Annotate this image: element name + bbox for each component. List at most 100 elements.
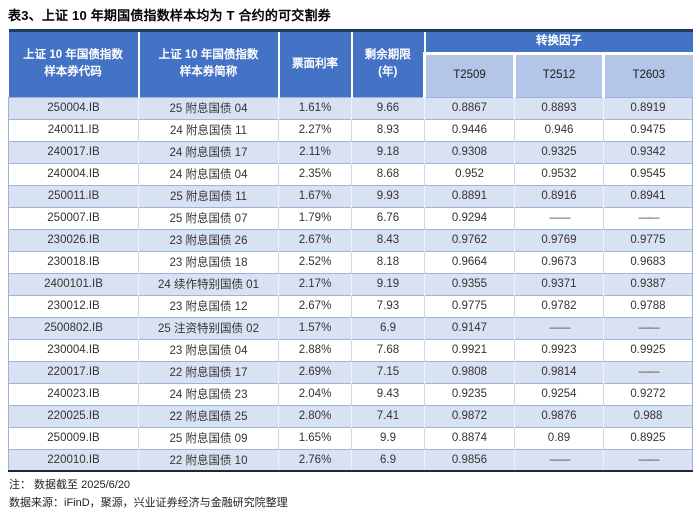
cell-cf-t2603: 0.9775 [603, 228, 693, 252]
cell-cf-t2509: 0.8891 [424, 184, 515, 208]
cell-cf-t2509: 0.9308 [424, 140, 515, 164]
cell-sample-code: 2400101.IB [8, 272, 139, 296]
cell-sample-code: 230026.IB [8, 228, 139, 252]
cell-remaining-maturity: 7.68 [351, 338, 425, 362]
cell-cf-t2603: 0.9545 [603, 162, 693, 186]
cell-cf-t2512: 0.9532 [514, 162, 604, 186]
cell-cf-t2509: 0.9856 [424, 448, 515, 472]
cell-sample-name: 22 附息国债 17 [138, 360, 279, 384]
cell-sample-name: 25 附息国债 04 [138, 96, 279, 120]
cell-cf-t2512: 0.9769 [514, 228, 604, 252]
cell-cf-t2603: 0.8919 [603, 96, 693, 120]
cell-sample-code: 240023.IB [8, 382, 139, 406]
cell-sample-name: 24 附息国债 17 [138, 140, 279, 164]
cell-cf-t2512: 0.9814 [514, 360, 604, 384]
cell-sample-name: 25 附息国债 09 [138, 426, 279, 450]
col-header-t2512: T2512 [513, 51, 604, 98]
cell-sample-name: 24 附息国债 11 [138, 118, 279, 142]
cell-cf-t2509: 0.9664 [424, 250, 515, 274]
cell-coupon-rate: 2.69% [278, 360, 352, 384]
cell-coupon-rate: 2.27% [278, 118, 352, 142]
table-row: 240017.IB 24 附息国债 17 2.11% 9.18 0.9308 0… [8, 140, 693, 164]
cell-sample-code: 240011.IB [8, 118, 139, 142]
cell-cf-t2512: 0.8916 [514, 184, 604, 208]
table-row: 2400101.IB 24 续作特别国债 01 2.17% 9.19 0.935… [8, 272, 693, 296]
cell-cf-t2512: —— [514, 448, 604, 472]
cell-coupon-rate: 1.61% [278, 96, 352, 120]
col-header-remaining-maturity: 剩余期限 (年) [350, 30, 425, 98]
table-row: 250007.IB 25 附息国债 07 1.79% 6.76 0.9294 —… [8, 206, 693, 230]
cell-remaining-maturity: 8.18 [351, 250, 425, 274]
cell-sample-name: 25 附息国债 07 [138, 206, 279, 230]
cell-sample-code: 240004.IB [8, 162, 139, 186]
cell-cf-t2603: 0.8925 [603, 426, 693, 450]
cell-remaining-maturity: 9.66 [351, 96, 425, 120]
cell-cf-t2512: —— [514, 316, 604, 340]
cell-sample-code: 220025.IB [8, 404, 139, 428]
table-row: 220010.IB 22 附息国债 10 2.76% 6.9 0.9856 ——… [8, 448, 693, 472]
table-row: 2500802.IB 25 注资特别国债 02 1.57% 6.9 0.9147… [8, 316, 693, 340]
cell-sample-name: 22 附息国债 25 [138, 404, 279, 428]
cell-remaining-maturity: 8.68 [351, 162, 425, 186]
report-figure: 表3、上证 10 年期国债指数样本均为 T 合约的可交割券 上证 10 年国债指… [8, 5, 693, 513]
cell-sample-code: 250004.IB [8, 96, 139, 120]
table-row: 220017.IB 22 附息国债 17 2.69% 7.15 0.9808 0… [8, 360, 693, 384]
cell-cf-t2509: 0.9446 [424, 118, 515, 142]
cell-cf-t2603: —— [603, 316, 693, 340]
cell-coupon-rate: 2.04% [278, 382, 352, 406]
cell-cf-t2603: 0.9272 [603, 382, 693, 406]
cell-cf-t2509: 0.9762 [424, 228, 515, 252]
cell-cf-t2509: 0.9294 [424, 206, 515, 230]
cell-cf-t2512: 0.946 [514, 118, 604, 142]
cell-sample-name: 24 附息国债 23 [138, 382, 279, 406]
cell-cf-t2512: 0.9325 [514, 140, 604, 164]
cell-remaining-maturity: 7.15 [351, 360, 425, 384]
col-header-sample-code: 上证 10 年国债指数 样本券代码 [8, 30, 139, 98]
cell-cf-t2512: 0.9673 [514, 250, 604, 274]
cell-cf-t2509: 0.9147 [424, 316, 515, 340]
cell-cf-t2512: —— [514, 206, 604, 230]
cell-cf-t2603: 0.9387 [603, 272, 693, 296]
table-row: 250009.IB 25 附息国债 09 1.65% 9.9 0.8874 0.… [8, 426, 693, 450]
cell-cf-t2512: 0.9876 [514, 404, 604, 428]
cell-cf-t2509: 0.9921 [424, 338, 515, 362]
cell-sample-code: 220017.IB [8, 360, 139, 384]
cell-sample-code: 230018.IB [8, 250, 139, 274]
table-row: 250004.IB 25 附息国债 04 1.61% 9.66 0.8867 0… [8, 96, 693, 120]
cell-remaining-maturity: 7.41 [351, 404, 425, 428]
cell-sample-code: 250011.IB [8, 184, 139, 208]
table-row: 230026.IB 23 附息国债 26 2.67% 8.43 0.9762 0… [8, 228, 693, 252]
col-header-conversion-factor-group: 转换因子 [423, 30, 693, 54]
cell-cf-t2603: 0.9475 [603, 118, 693, 142]
cell-coupon-rate: 2.67% [278, 228, 352, 252]
table-row: 240023.IB 24 附息国债 23 2.04% 9.43 0.9235 0… [8, 382, 693, 406]
col-header-sample-name: 上证 10 年国债指数 样本券简称 [137, 30, 279, 98]
cell-sample-code: 220010.IB [8, 448, 139, 472]
cell-cf-t2509: 0.9872 [424, 404, 515, 428]
cell-coupon-rate: 2.17% [278, 272, 352, 296]
table-row: 230018.IB 23 附息国债 18 2.52% 8.18 0.9664 0… [8, 250, 693, 274]
cell-cf-t2603: —— [603, 206, 693, 230]
cell-sample-code: 230004.IB [8, 338, 139, 362]
table-row: 230004.IB 23 附息国债 04 2.88% 7.68 0.9921 0… [8, 338, 693, 362]
cell-cf-t2603: 0.988 [603, 404, 693, 428]
cell-cf-t2509: 0.8874 [424, 426, 515, 450]
cell-coupon-rate: 1.65% [278, 426, 352, 450]
cell-cf-t2603: —— [603, 360, 693, 384]
table-notes: 注： 数据截至 2025/6/20 数据来源：iFinD，聚源，兴业证券经济与金… [8, 477, 692, 512]
cell-sample-name: 25 附息国债 11 [138, 184, 279, 208]
cell-coupon-rate: 2.80% [278, 404, 352, 428]
deliverable-bonds-table: 上证 10 年国债指数 样本券代码 上证 10 年国债指数 样本券简称 票面利率… [8, 29, 693, 473]
cell-remaining-maturity: 6.9 [351, 448, 425, 472]
cell-remaining-maturity: 6.76 [351, 206, 425, 230]
cell-cf-t2509: 0.9808 [424, 360, 515, 384]
cell-coupon-rate: 2.76% [278, 448, 352, 472]
note-data-source: 数据来源：iFinD，聚源，兴业证券经济与金融研究院整理 [9, 496, 288, 509]
cell-coupon-rate: 2.11% [278, 140, 352, 164]
cell-remaining-maturity: 7.93 [351, 294, 425, 318]
cell-cf-t2509: 0.9235 [424, 382, 515, 406]
cell-cf-t2603: 0.9925 [603, 338, 693, 362]
cell-sample-name: 23 附息国债 26 [138, 228, 279, 252]
cell-remaining-maturity: 8.43 [351, 228, 425, 252]
note-data-cutoff: 注： 数据截至 2025/6/20 [9, 479, 131, 492]
